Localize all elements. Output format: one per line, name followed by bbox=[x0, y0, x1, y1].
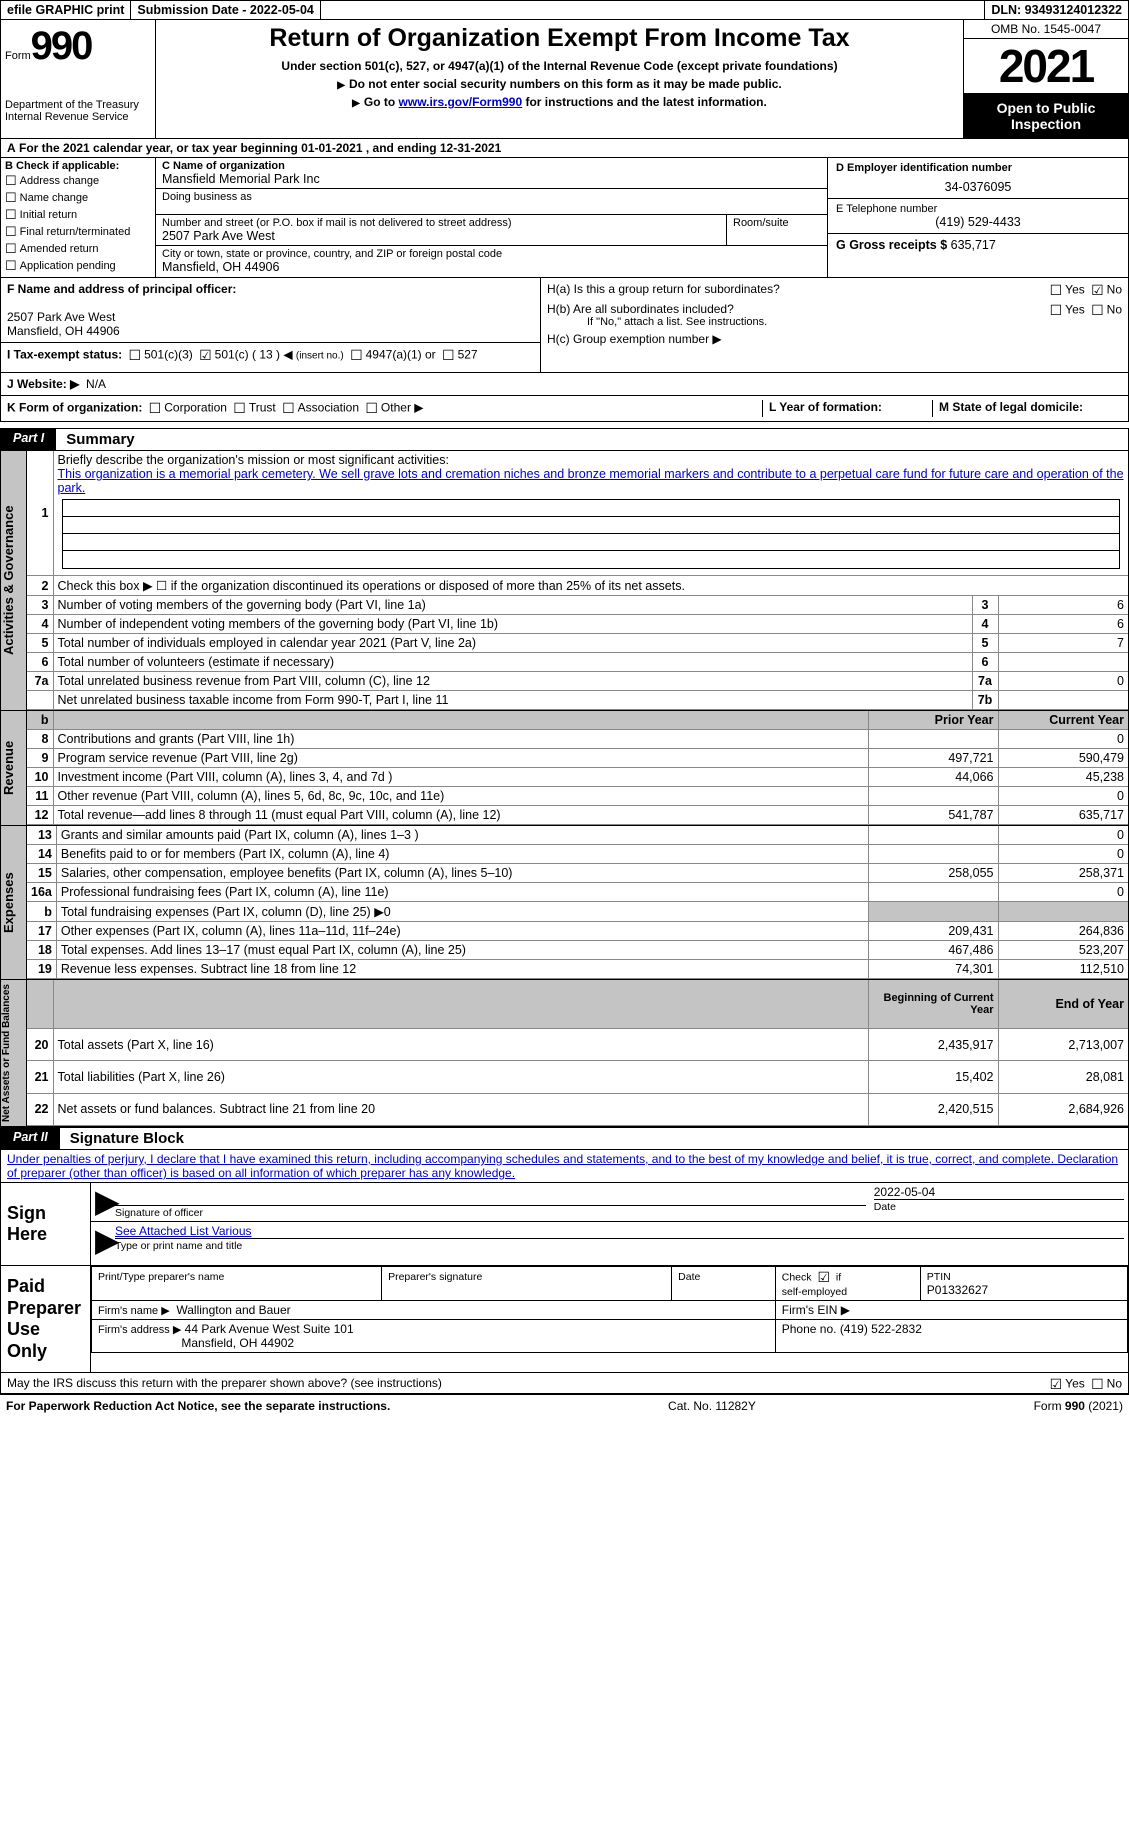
omb-number: OMB No. 1545-0047 bbox=[964, 20, 1128, 39]
chk-app-pending[interactable]: Application pending bbox=[5, 258, 151, 274]
chk-discuss-no[interactable] bbox=[1088, 1377, 1107, 1391]
chk-trust[interactable] bbox=[230, 401, 249, 415]
chk-hb-yes[interactable] bbox=[1047, 303, 1066, 317]
firm-name: Wallington and Bauer bbox=[176, 1303, 290, 1317]
org-street: 2507 Park Ave West bbox=[162, 229, 720, 243]
gross-receipts: 635,717 bbox=[951, 238, 996, 252]
chk-corp[interactable] bbox=[146, 401, 165, 415]
mission-text: This organization is a memorial park cem… bbox=[58, 467, 1124, 495]
arrow-icon: ▶ bbox=[91, 1183, 111, 1221]
chk-discuss-yes[interactable] bbox=[1047, 1377, 1066, 1391]
chk-assoc[interactable] bbox=[279, 401, 298, 415]
chk-amended[interactable]: Amended return bbox=[5, 241, 151, 257]
sign-here-label: Sign Here bbox=[1, 1183, 91, 1265]
part-2-header: Part II Signature Block bbox=[0, 1127, 1129, 1150]
submission-cell: Submission Date - 2022-05-04 bbox=[131, 1, 320, 19]
chk-final-return[interactable]: Final return/terminated bbox=[5, 224, 151, 240]
chk-name-change[interactable]: Name change bbox=[5, 190, 151, 206]
chk-4947[interactable] bbox=[347, 348, 366, 362]
chk-address-change[interactable]: Address change bbox=[5, 173, 151, 189]
chk-other[interactable] bbox=[362, 401, 381, 415]
signature-block: Under penalties of perjury, I declare th… bbox=[0, 1150, 1129, 1394]
top-bar: efile GRAPHIC print Submission Date - 20… bbox=[0, 0, 1129, 20]
page-footer: For Paperwork Reduction Act Notice, see … bbox=[0, 1394, 1129, 1417]
section-d-e-g: D Employer identification number 34-0376… bbox=[828, 158, 1128, 277]
arrow-icon: ▶ bbox=[91, 1222, 111, 1258]
chk-501c[interactable] bbox=[196, 348, 215, 362]
chk-self-employed[interactable] bbox=[814, 1271, 833, 1283]
chk-ha-no[interactable] bbox=[1088, 283, 1107, 297]
irs-link[interactable]: www.irs.gov/Form990 bbox=[399, 95, 523, 109]
part-1-header: Part I Summary bbox=[0, 428, 1129, 451]
chk-501c3[interactable] bbox=[126, 348, 145, 362]
paid-preparer-label: Paid Preparer Use Only bbox=[1, 1266, 91, 1372]
tax-year-range: A For the 2021 calendar year, or tax yea… bbox=[0, 139, 1129, 158]
chk-initial-return[interactable]: Initial return bbox=[5, 207, 151, 223]
chk-ha-yes[interactable] bbox=[1047, 283, 1066, 297]
chk-hb-no[interactable] bbox=[1088, 303, 1107, 317]
section-k-l-m: K Form of organization: Corporation Trus… bbox=[0, 396, 1129, 422]
chk-527[interactable] bbox=[439, 348, 458, 362]
ein: 34-0376095 bbox=[836, 180, 1120, 194]
revenue: Revenue bPrior YearCurrent Year 8Contrib… bbox=[0, 711, 1129, 826]
form-number: 990 bbox=[31, 24, 92, 68]
section-c: C Name of organization Mansfield Memoria… bbox=[156, 158, 828, 277]
section-b: B Check if applicable: Address change Na… bbox=[1, 158, 156, 277]
form-title: Return of Organization Exempt From Incom… bbox=[160, 24, 959, 53]
dln-cell: DLN: 93493124012322 bbox=[985, 1, 1128, 19]
org-name: Mansfield Memorial Park Inc bbox=[162, 172, 821, 186]
form-header: Form990 Department of the Treasury Inter… bbox=[0, 20, 1129, 139]
may-irs-discuss: May the IRS discuss this return with the… bbox=[1, 1372, 1128, 1393]
section-j: J Website: ▶ N/A bbox=[0, 373, 1129, 396]
phone: (419) 529-4433 bbox=[836, 215, 1120, 229]
declaration: Under penalties of perjury, I declare th… bbox=[1, 1150, 1128, 1182]
org-info-grid: B Check if applicable: Address change Na… bbox=[0, 158, 1129, 278]
preparer-table: Print/Type preparer's name Preparer's si… bbox=[91, 1266, 1128, 1353]
website: N/A bbox=[86, 377, 106, 391]
section-f-h: F Name and address of principal officer:… bbox=[0, 278, 1129, 373]
efile-label: efile GRAPHIC print bbox=[1, 1, 131, 19]
net-assets: Net Assets or Fund Balances Beginning of… bbox=[0, 980, 1129, 1127]
tax-year: 2021 bbox=[964, 39, 1128, 94]
expenses: Expenses 13Grants and similar amounts pa… bbox=[0, 826, 1129, 980]
activities-governance: Activities & Governance 1 Briefly descri… bbox=[0, 451, 1129, 711]
org-city: Mansfield, OH 44906 bbox=[162, 260, 821, 274]
